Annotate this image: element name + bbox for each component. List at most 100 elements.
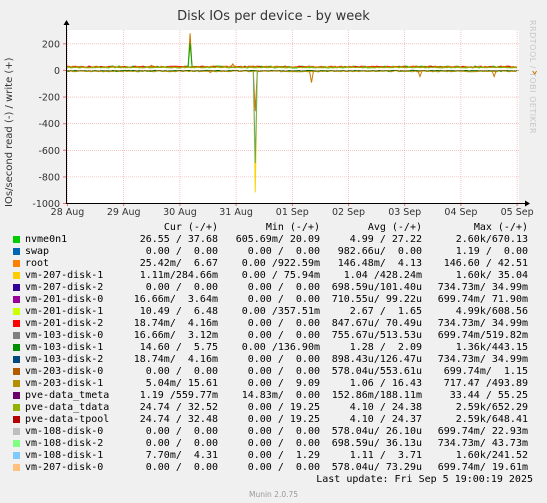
legend-swatch	[13, 356, 20, 363]
legend-row: vm-108-disk-2 0.00 / 0.00 0.00 / 0.00 698.5…	[0, 438, 547, 450]
legend-swatch	[13, 272, 20, 279]
legend-row: vm-108-disk-1 7.70m/ 4.31 0.00 / 1.29 1.11 …	[0, 450, 547, 462]
legend-min: 0.00 / 19.25	[247, 402, 320, 413]
legend-min: 0.00 / 0.00	[247, 426, 320, 437]
legend-cur: 1.11m/284.66m	[139, 270, 218, 281]
y-tick-label: -1000	[32, 199, 60, 210]
legend-series-name: vm-108-disk-1	[25, 450, 104, 461]
legend-row: vm-103-disk-2 18.74m/ 4.16m 0.00 / 0.00 898…	[0, 354, 547, 366]
legend-avg: 578.04u/553.61u	[331, 366, 422, 377]
x-tick-label: 03 Sep	[388, 207, 421, 218]
legend-cur: 16.66m/ 3.64m	[133, 294, 218, 305]
legend-cur: 24.74 / 32.48	[139, 414, 218, 425]
legend-swatch	[13, 332, 20, 339]
x-tick-label: 02 Sep	[332, 207, 365, 218]
legend-series-name: vm-203-disk-0	[25, 366, 104, 377]
legend-max: 1.60k/ 35.04	[455, 270, 528, 281]
legend-row: vm-203-disk-1 5.04m/ 15.61 0.00 / 9.09 1.06…	[0, 378, 547, 390]
legend-cur: 10.49 / 6.48	[139, 306, 218, 317]
legend-row: pve-data_tdata 24.74 / 32.52 0.00 / 19.25 4…	[0, 402, 547, 414]
legend-swatch	[13, 380, 20, 387]
legend-min: 0.00 / 19.25	[247, 414, 320, 425]
legend-avg: 982.66u/ 0.00	[337, 246, 422, 257]
legend-swatch	[13, 440, 20, 447]
legend-cur: 18.74m/ 4.16m	[133, 318, 218, 329]
legend-swatch	[13, 260, 20, 267]
legend-swatch	[13, 416, 20, 423]
legend-header-min: Min (-/+)	[265, 222, 320, 233]
legend-series-name: vm-201-disk-0	[25, 294, 104, 305]
legend-header-max: Max (-/+)	[473, 222, 528, 233]
chart-title: Disk IOs per device - by week	[177, 9, 370, 24]
legend-cur: 0.00 / 0.00	[145, 438, 218, 449]
legend-avg: 1.06 / 16.43	[349, 378, 422, 389]
legend-swatch	[13, 392, 20, 399]
legend-avg: 4.99 / 27.22	[349, 234, 422, 245]
series-line	[66, 70, 518, 73]
legend-row: swap 0.00 / 0.00 0.00 / 0.00 982.66u/ 0.00 1…	[0, 246, 547, 258]
legend-min: 0.00 /922.59m	[241, 258, 320, 269]
legend-avg: 898.43u/126.47u	[331, 354, 422, 365]
legend-avg: 578.04u/ 73.29u	[331, 462, 422, 473]
x-tick-label: 30 Aug	[163, 207, 197, 218]
x-tick-label: 28 Aug	[51, 207, 85, 218]
legend-max: 146.60 / 42.51	[443, 258, 528, 269]
spike-mark	[491, 70, 497, 79]
legend-cur: 14.60 / 5.75	[139, 342, 218, 353]
legend-swatch	[13, 236, 20, 243]
last-update: Last update: Fri Sep 5 19:00:19 2025	[316, 474, 533, 485]
legend-max: 699.74m/ 71.90m	[437, 294, 528, 305]
legend-min: 0.00 / 0.00	[247, 330, 320, 341]
legend-min: 0.00 / 0.00	[247, 438, 320, 449]
legend-max: 2.60k/670.13	[455, 234, 528, 245]
legend-avg: 1.28 / 2.09	[349, 342, 422, 353]
legend-row: root 25.42m/ 6.67 0.00 /922.59m 146.48m/ 4.…	[0, 258, 547, 270]
legend-row: vm-201-disk-1 10.49 / 6.48 0.00 /357.51m 2.…	[0, 306, 547, 318]
legend-min: 0.00 / 1.29	[247, 450, 320, 461]
legend-max: 2.59k/648.41	[455, 414, 528, 425]
legend-max: 734.73m/ 34.99m	[437, 354, 528, 365]
legend-series-name: vm-108-disk-2	[25, 438, 104, 449]
legend-swatch	[13, 428, 20, 435]
legend-swatch	[13, 452, 20, 459]
legend-swatch	[13, 368, 20, 375]
legend-cur: 24.74 / 32.52	[139, 402, 218, 413]
legend-cur: 0.00 / 0.00	[145, 426, 218, 437]
legend-avg: 2.67 / 1.65	[349, 306, 422, 317]
legend-row: vm-203-disk-0 0.00 / 0.00 0.00 / 0.00 578.0…	[0, 366, 547, 378]
legend-min: 0.00 / 9.09	[247, 378, 320, 389]
x-tick-label: 01 Sep	[276, 207, 309, 218]
legend-avg: 698.59u/ 36.13u	[331, 438, 422, 449]
legend-min: 0.00 /136.90m	[241, 342, 320, 353]
legend-row: pve-data-tpool 24.74 / 32.48 0.00 / 19.25 4…	[0, 414, 547, 426]
legend-max: 1.60k/241.52	[455, 450, 528, 461]
legend-avg: 146.48m/ 4.13	[337, 258, 422, 269]
legend-cur: 7.70m/ 4.31	[145, 450, 218, 461]
legend-max: 717.47 /493.89	[443, 378, 528, 389]
x-tick-label: 31 Aug	[219, 207, 253, 218]
legend-max: 699.74m/ 19.61m	[437, 462, 528, 473]
legend-max: 33.44 / 55.25	[449, 390, 528, 401]
legend-series-name: vm-103-disk-1	[25, 342, 104, 353]
series-line	[66, 66, 518, 69]
legend-min: 0.00 / 0.00	[247, 294, 320, 305]
y-axis-arrow	[63, 20, 70, 25]
legend-max: 699.74m/519.82m	[437, 330, 528, 341]
legend-series-name: nvme0n1	[25, 234, 68, 245]
x-axis-arrow	[525, 200, 530, 207]
legend-avg: 698.59u/101.40u	[331, 282, 422, 293]
spike-mark	[148, 64, 154, 68]
legend-row: vm-207-disk-2 0.00 / 0.00 0.00 / 0.00 698.5…	[0, 282, 547, 294]
legend-row: nvme0n1 26.55 / 37.68 605.69m/ 20.09 4.99 /…	[0, 234, 547, 246]
legend-header-cur: Cur (-/+)	[163, 222, 218, 233]
legend-header: Cur (-/+) Min (-/+) Avg (-/+) Max (-/+)	[0, 222, 547, 234]
legend-min: 0.00 / 0.00	[247, 366, 320, 377]
legend-min: 0.00 / 75.94m	[241, 270, 320, 281]
legend-series-name: root	[25, 258, 50, 269]
chart-plot: -1000 -800 -600 -400 -200 0 200 28 Aug 29 Aug 30 …	[32, 20, 538, 218]
legend-swatch	[13, 320, 20, 327]
legend-cur: 5.04m/ 15.61	[145, 378, 218, 389]
legend-series-name: vm-108-disk-0	[25, 426, 104, 437]
legend-swatch	[13, 344, 20, 351]
legend-max: 2.59k/652.29	[455, 402, 528, 413]
